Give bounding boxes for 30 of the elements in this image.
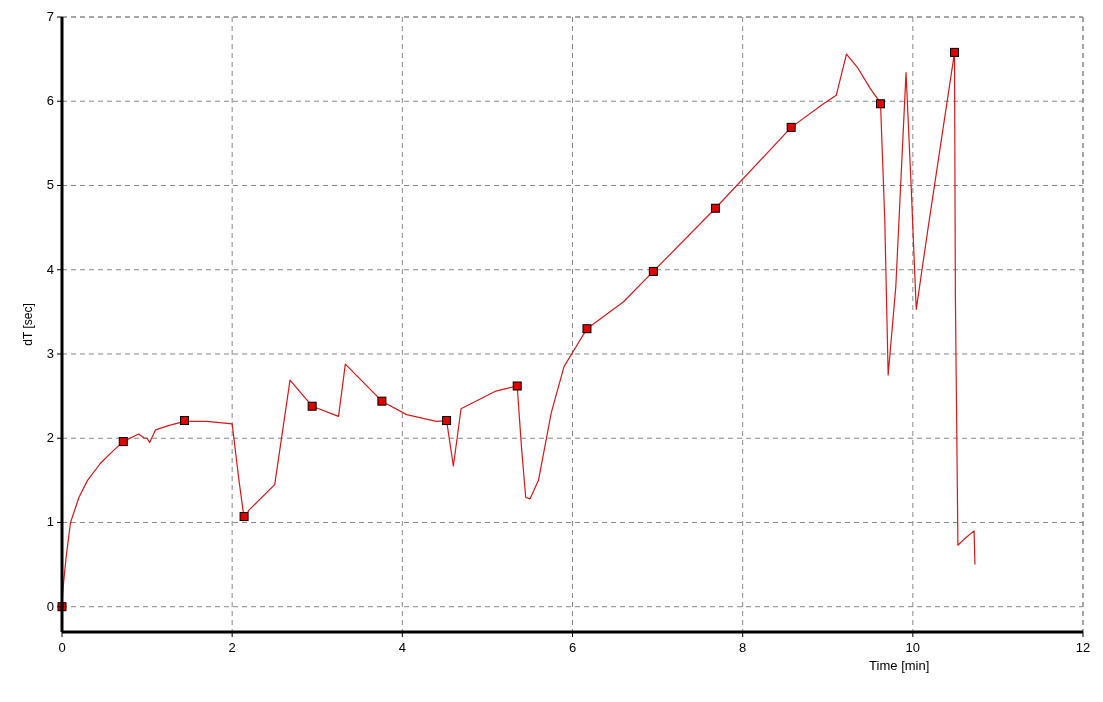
- point: [876, 99, 885, 109]
- x-tick-label: 2: [228, 640, 236, 655]
- point: [118, 437, 128, 447]
- point: [180, 416, 190, 426]
- y-tick-label: 4: [46, 261, 54, 277]
- y-tick-label: 7: [46, 9, 54, 24]
- y-axis-title: dT [sec]: [21, 303, 35, 346]
- point: [786, 122, 796, 132]
- point: [512, 381, 522, 391]
- point: [239, 512, 249, 522]
- point: [307, 401, 317, 411]
- y-tick-label: 3: [46, 345, 54, 361]
- point: [582, 324, 592, 334]
- y-tick-label: 1: [46, 514, 54, 530]
- point: [950, 47, 960, 57]
- point: [442, 416, 452, 426]
- x-tick-label: 4: [398, 640, 406, 655]
- point: [648, 266, 658, 276]
- y-tick-label: 2: [46, 430, 54, 446]
- point: [710, 203, 720, 213]
- x-tick-label: 12: [1075, 640, 1091, 655]
- x-tick-label: 10: [905, 640, 921, 655]
- x-axis-title: Time [min]: [869, 658, 930, 673]
- y-tick-label: 6: [46, 93, 54, 109]
- y-tick-label: 0: [46, 598, 54, 614]
- y-tick-label: 5: [46, 177, 54, 193]
- x-tick-label: 6: [568, 640, 577, 655]
- x-tick-label: 0: [58, 640, 66, 655]
- point: [377, 396, 387, 406]
- x-tick-label: 8: [739, 640, 747, 655]
